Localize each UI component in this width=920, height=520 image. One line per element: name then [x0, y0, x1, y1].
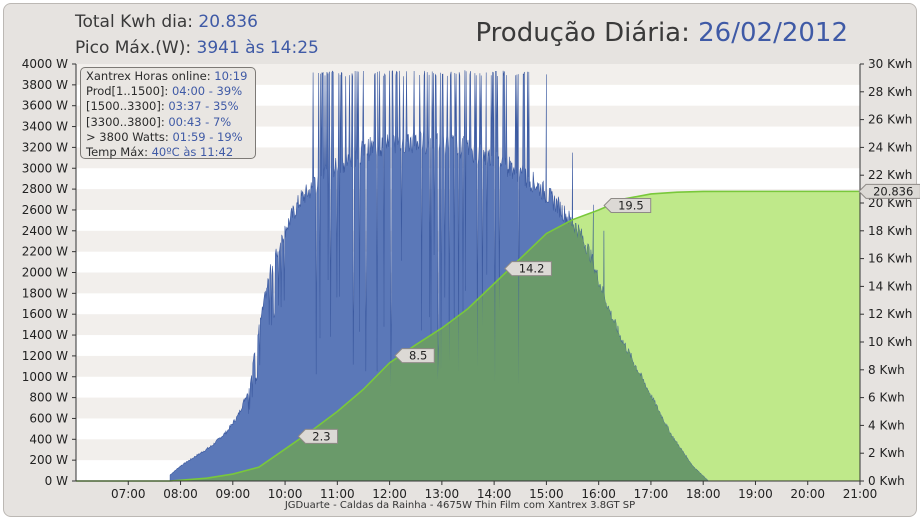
stats-box: Xantrex Horas online: 10:19 Prod[1..1500…: [80, 67, 256, 159]
y-right-tick-label: 0 Kwh: [868, 474, 905, 488]
chart-title-date: 26/02/2012: [698, 18, 848, 48]
y-right-tick-label: 2 Kwh: [868, 446, 905, 460]
y-right-tick-label: 4 Kwh: [868, 418, 905, 432]
y-right-tick-label: 20 Kwh: [868, 196, 912, 210]
y-left-tick-label: 1400 W: [22, 328, 68, 342]
energy-data-label: 8.5: [409, 349, 427, 363]
y-left-tick-label: 1600 W: [22, 307, 68, 321]
x-tick-label: 09:00: [216, 487, 251, 501]
energy-data-label: 20.836: [873, 184, 913, 198]
x-tick-label: 08:00: [163, 487, 198, 501]
y-left-tick-label: 3800 W: [22, 78, 68, 92]
stats-label: Xantrex Horas online:: [86, 69, 211, 83]
energy-callout: [297, 428, 339, 444]
y-left-tick-label: 3400 W: [22, 120, 68, 134]
y-left-tick-label: 400 W: [29, 432, 68, 446]
stats-row: Prod[1..1500]: 04:00 - 39%: [86, 84, 255, 99]
grid-band: [76, 64, 860, 85]
y-left-tick-label: 1800 W: [22, 286, 68, 300]
x-tick-label: 21:00: [843, 487, 878, 501]
x-tick-label: 07:00: [111, 487, 146, 501]
energy-callout: [504, 261, 552, 277]
y-left-tick-label: 0 W: [45, 474, 68, 488]
energy-data-label: 2.3: [312, 429, 330, 443]
stats-label: Temp Máx:: [86, 145, 148, 160]
stats-row: Xantrex Horas online: 10:19: [86, 69, 255, 84]
stats-row: > 3800 Watts: 01:59 - 19%: [86, 130, 255, 145]
y-right-tick-label: 24 Kwh: [868, 140, 912, 154]
total-kwh-value: 20.836: [198, 12, 258, 32]
y-right-tick-label: 6 Kwh: [868, 391, 905, 405]
x-tick-label: 20:00: [790, 487, 825, 501]
chart-title: Produção Diária: 26/02/2012: [475, 18, 848, 48]
y-left-tick-label: 3600 W: [22, 99, 68, 113]
energy-callout: [394, 348, 435, 364]
x-tick-label: 16:00: [581, 487, 616, 501]
stats-label: > 3800 Watts:: [86, 129, 169, 144]
energy-callout: [603, 198, 652, 214]
y-right-tick-label: 14 Kwh: [868, 279, 912, 293]
stats-value: 03:37 - 35%: [168, 99, 239, 114]
y-right-tick-label: 30 Kwh: [868, 57, 912, 71]
stats-row: [1500..3300]: 03:37 - 35%: [86, 99, 255, 114]
grid-band: [76, 105, 860, 127]
stats-value: 10:19: [214, 69, 248, 83]
y-left-tick-label: 2400 W: [22, 224, 68, 238]
y-right-tick-label: 26 Kwh: [868, 113, 912, 127]
y-right-tick-label: 10 Kwh: [868, 335, 912, 349]
energy-data-label: 14.2: [519, 262, 545, 276]
x-tick-label: 11:00: [320, 487, 355, 501]
y-left-tick-label: 2600 W: [22, 203, 68, 217]
y-right-tick-label: 28 Kwh: [868, 85, 912, 99]
x-tick-label: 12:00: [372, 487, 407, 501]
stats-value: 01:59 - 19%: [172, 129, 243, 144]
y-left-tick-label: 3000 W: [22, 161, 68, 175]
peak-power-value: 3941 às 14:25: [196, 38, 319, 58]
chart-footer: JGDuarte - Caldas da Rainha - 4675W Thin…: [284, 500, 636, 511]
y-right-tick-label: 22 Kwh: [868, 168, 912, 182]
stats-value: 40ºC às 11:42: [151, 145, 234, 160]
y-left-tick-label: 1200 W: [22, 349, 68, 363]
y-right-tick-label: 12 Kwh: [868, 307, 912, 321]
energy-data-label: 19.5: [618, 199, 644, 213]
y-left-tick-label: 600 W: [29, 411, 68, 425]
peak-power-line: Pico Máx.(W): 3941 às 14:25: [75, 38, 319, 58]
total-kwh-label: Total Kwh dia:: [75, 12, 193, 32]
stats-value: 00:43 - 7%: [168, 114, 232, 129]
y-left-tick-label: 200 W: [29, 453, 68, 467]
energy-line: [76, 190, 860, 482]
x-tick-label: 19:00: [738, 487, 773, 501]
y-right-tick-label: 16 Kwh: [868, 252, 912, 266]
x-tick-label: 18:00: [686, 487, 721, 501]
y-left-tick-label: 2800 W: [22, 182, 68, 196]
stats-row: Temp Máx: 40ºC às 11:42: [86, 145, 255, 160]
stats-value: 04:00 - 39%: [171, 84, 243, 99]
x-tick-label: 15:00: [529, 487, 564, 501]
y-left-tick-label: 4000 W: [22, 57, 68, 71]
stats-label: [1500..3300]:: [86, 99, 165, 114]
y-right-tick-label: 18 Kwh: [868, 224, 912, 238]
x-tick-label: 14:00: [477, 487, 512, 501]
stats-label: Prod[1..1500]:: [86, 84, 169, 99]
total-kwh-line: Total Kwh dia: 20.836: [75, 12, 258, 32]
y-right-tick-label: 8 Kwh: [868, 363, 905, 377]
energy-callout: [858, 183, 920, 199]
y-left-tick-label: 2200 W: [22, 245, 68, 259]
x-tick-label: 17:00: [634, 487, 669, 501]
stats-row: [3300..3800]: 00:43 - 7%: [86, 115, 255, 130]
y-left-tick-label: 800 W: [29, 391, 68, 405]
y-left-tick-label: 3200 W: [22, 140, 68, 154]
y-left-tick-label: 1000 W: [22, 370, 68, 384]
peak-power-label: Pico Máx.(W):: [75, 38, 192, 58]
x-tick-label: 13:00: [425, 487, 460, 501]
x-tick-label: 10:00: [268, 487, 303, 501]
stats-label: [3300..3800]:: [86, 114, 165, 129]
y-left-tick-label: 2000 W: [22, 266, 68, 280]
chart-title-label: Produção Diária:: [475, 18, 690, 48]
